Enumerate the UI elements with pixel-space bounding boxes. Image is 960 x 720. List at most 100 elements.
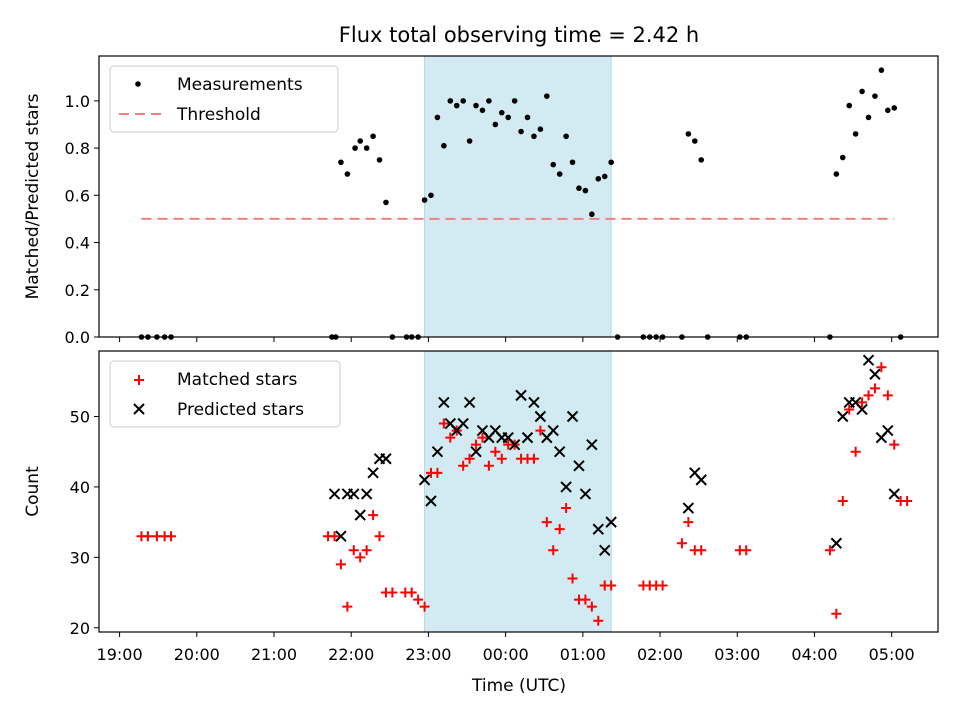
legend-plus-icon [134,375,144,385]
measurement-point [576,185,582,192]
ratio-panel-frame [98,55,939,338]
matched-star-point [374,531,385,542]
legend-label-measurements: Measurements [177,75,303,95]
measurement-point [344,171,351,177]
predicted-star-point [425,495,437,507]
matched-star-point [850,446,861,457]
matched-star-point [882,390,893,401]
measurement-point [685,131,692,137]
matched-star-point [561,503,572,514]
ratio-y-label: Matched/Predicted stars [23,93,43,299]
measurement-point [872,93,878,99]
matched-star-point [657,580,668,591]
count-panel: 20 30 40 50 19:00 20:00 21:00 22:00 23:00 00:00 0… [23,350,939,696]
measurement-point [479,107,486,114]
predicted-star-point [521,431,534,444]
predicted-star-point [553,446,566,458]
matched-star-point [741,545,752,556]
measurement-point [550,161,557,168]
matched-star-point [483,460,494,471]
matched-star-point [580,594,591,605]
x-tick-label: 03:00 [714,645,760,664]
count-x-ticks: 19:00 20:00 21:00 22:00 23:00 00:00 01:00 02:00… [97,632,915,664]
legend-dot-icon [135,81,141,87]
ratio-legend: Measurements Threshold [109,65,339,133]
matched-star-point [606,580,617,591]
predicted-star-point [837,410,849,423]
matched-star-point [438,418,449,429]
predicted-star-point [328,488,341,500]
x-tick-label: 05:00 [869,645,915,664]
measurement-point [878,67,885,73]
matched-star-point [902,496,913,507]
measurement-point [338,159,344,166]
measurement-point [486,98,492,104]
x-tick-label: 21:00 [251,645,297,664]
measurement-point [691,138,698,144]
matched-star-point [863,390,874,401]
measurement-point [589,211,595,218]
count-panel-frame [98,350,939,633]
matched-star-point [837,496,848,507]
count-y-label: Count [23,466,43,517]
matched-star-point [413,594,424,605]
measurement-point [698,157,705,163]
measurement-point [582,187,589,194]
y-tick-label: 50 [70,407,90,426]
matched-star-point [355,552,366,563]
measurement-point [601,173,608,180]
measurement-point [524,114,531,121]
predicted-star-point [586,438,598,451]
x-tick-label: 22:00 [328,645,374,664]
predicted-star-point [566,410,579,423]
count-legend: Matched stars Predicted stars [109,360,341,428]
predicted-star-point [354,509,366,521]
measurement-point [460,98,466,104]
predicted-star-point [592,523,604,535]
matched-star-point [342,601,353,612]
matched-star-point [548,545,559,556]
x-tick-label: 00:00 [483,645,529,664]
measurement-point [852,131,859,137]
y-tick-label: 0.2 [65,281,90,300]
measurement-point [865,114,872,121]
predicted-star-point [888,488,900,500]
matched-star-point [432,467,443,478]
matched-star-point [593,615,604,626]
predicted-star-point [599,544,611,557]
matched-star-point [419,601,430,612]
legend-box [109,65,339,133]
matched-star-point [696,545,707,556]
y-tick-label: 0.8 [65,139,90,158]
ratio-x-ticks [119,337,893,342]
x-tick-label: 02:00 [637,645,683,664]
matched-star-point [567,573,578,584]
measurement-point [505,114,512,121]
measurement-point [544,93,550,99]
predicted-star-point [695,474,707,486]
matched-star-point [335,559,346,570]
x-tick-label: 19:00 [97,645,143,664]
count-y-ticks: 20 30 40 50 [70,407,99,638]
matched-star-point [348,545,359,556]
y-tick-label: 20 [70,619,90,638]
matched-star-point [857,397,868,408]
predicted-star-point [348,488,360,500]
matched-star-point [676,538,687,549]
matched-star-point [329,531,340,542]
matched-star-point [869,383,880,394]
measurement-point [839,154,846,161]
matched-star-point [831,608,842,619]
matched-star-point [445,432,456,443]
ratio-y-ticks: 0.0 0.2 0.4 0.6 0.8 1.0 [65,92,99,347]
matched-star-point [490,446,501,457]
measurement-point [608,159,614,166]
matched-star-point [535,425,546,436]
predicted-star-point [438,396,450,409]
predicted-star-point [335,530,347,542]
ratio-panel: 0.0 0.2 0.4 0.6 0.8 1.0 Matched/Predicted sta… [23,55,939,347]
predicted-star-point [380,453,392,465]
measurement-point [447,98,454,104]
matched-star-point [824,545,835,556]
